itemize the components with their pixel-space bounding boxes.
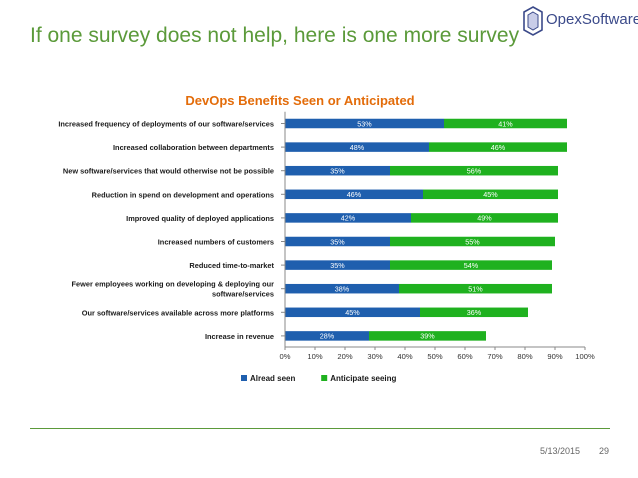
category-label: Increase in revenue — [205, 332, 274, 341]
data-label: 41% — [498, 119, 513, 128]
data-label: 42% — [341, 214, 356, 223]
slide-title: If one survey does not help, here is one… — [30, 24, 519, 48]
data-label: 35% — [330, 167, 345, 176]
x-tick-label: 80% — [517, 352, 532, 361]
chart: DevOps Benefits Seen or Anticipated Incr… — [0, 80, 638, 400]
x-tick-label: 90% — [547, 352, 562, 361]
category-label: Increased collaboration between departme… — [113, 143, 274, 152]
footer-divider — [30, 428, 610, 429]
logo-text: OpexSoftware — [546, 11, 638, 28]
x-tick-label: 70% — [487, 352, 502, 361]
x-tick-label: 40% — [397, 352, 412, 361]
legend-label: Anticipate seeing — [330, 374, 396, 383]
data-label: 45% — [345, 308, 360, 317]
data-label: 55% — [465, 237, 480, 246]
data-label: 53% — [357, 119, 372, 128]
category-label: Increased frequency of deployments of ou… — [58, 120, 274, 129]
data-label: 28% — [320, 332, 335, 341]
data-label: 46% — [491, 143, 506, 152]
data-label: 54% — [464, 261, 479, 270]
footer-date: 5/13/2015 — [540, 446, 580, 456]
category-label: Fewer employees working on developing & … — [72, 280, 275, 299]
data-label: 48% — [350, 143, 365, 152]
category-label: Reduction in spend on development and op… — [92, 190, 274, 199]
x-tick-label: 10% — [307, 352, 322, 361]
data-label: 39% — [420, 332, 435, 341]
opexsoftware-logo: OpexSoftware — [522, 4, 634, 38]
x-tick-label: 0% — [280, 352, 291, 361]
data-label: 49% — [477, 214, 492, 223]
category-label: Increased numbers of customers — [158, 238, 274, 247]
category-label: Reduced time-to-market — [189, 261, 274, 270]
data-label: 56% — [467, 167, 482, 176]
logo-mark-icon — [522, 6, 544, 36]
legend-swatch-anticipate-seeing — [321, 375, 327, 381]
category-label: Our software/services available across m… — [82, 308, 274, 317]
chart-title: DevOps Benefits Seen or Anticipated — [185, 93, 414, 108]
category-label: New software/services that would otherwi… — [63, 167, 274, 176]
data-label: 35% — [330, 261, 345, 270]
x-tick-label: 20% — [337, 352, 352, 361]
data-label: 46% — [347, 190, 362, 199]
plot-area: Increased frequency of deployments of ou… — [58, 112, 595, 383]
data-label: 36% — [467, 308, 482, 317]
page-number: 29 — [599, 446, 609, 456]
data-label: 45% — [483, 190, 498, 199]
x-tick-label: 50% — [427, 352, 442, 361]
legend-swatch-already-seen — [241, 375, 247, 381]
x-tick-label: 100% — [575, 352, 595, 361]
data-label: 35% — [330, 237, 345, 246]
category-label: Improved quality of deployed application… — [126, 214, 274, 223]
data-label: 51% — [468, 285, 483, 294]
data-label: 38% — [335, 285, 350, 294]
legend-label: Alread seen — [250, 374, 295, 383]
x-tick-label: 30% — [367, 352, 382, 361]
x-tick-label: 60% — [457, 352, 472, 361]
